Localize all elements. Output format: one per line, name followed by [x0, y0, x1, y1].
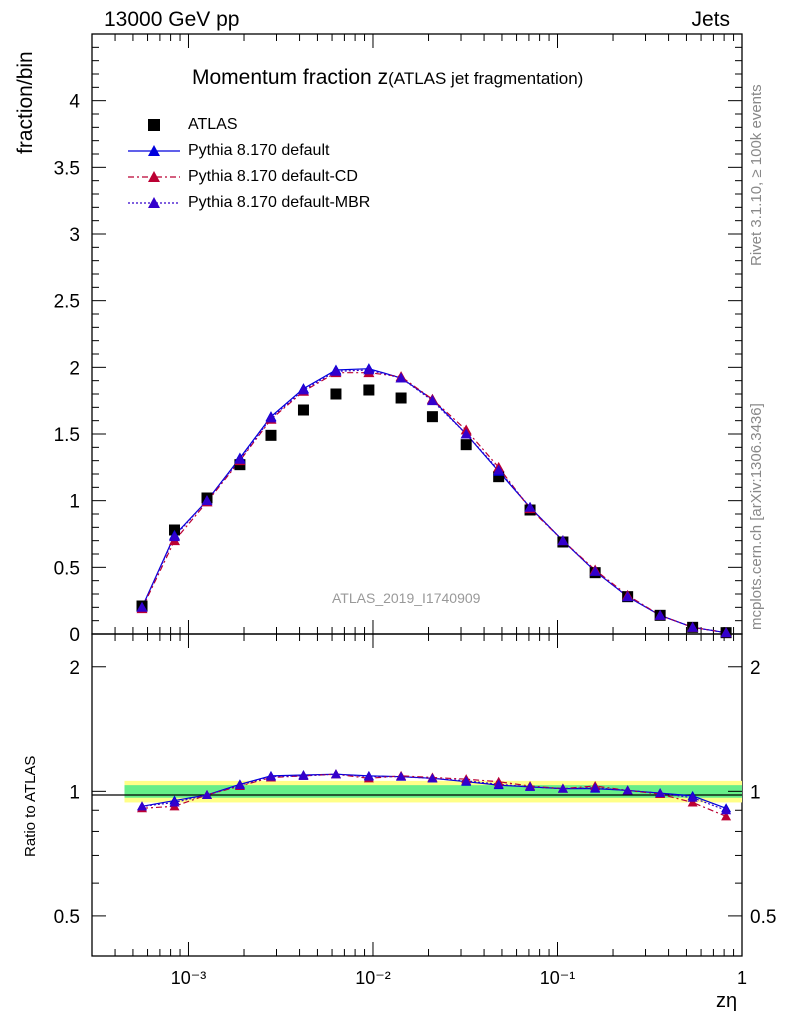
ratio-marker-mbr: [721, 805, 732, 815]
ratio-marker-mbr: [363, 771, 374, 781]
legend-swatch: [128, 171, 180, 182]
marker-mbr: [493, 464, 505, 475]
series-markers: [136, 363, 732, 821]
marker-mbr: [460, 428, 472, 439]
ratio-marker-mbr: [590, 782, 601, 792]
ratio-marker-mbr: [427, 773, 438, 783]
atlas-data-point: [460, 439, 472, 451]
legend-entry: Pythia 8.170 default-CD: [128, 164, 370, 190]
y-tick-label: 2: [69, 358, 80, 379]
ratio-marker-mbr: [525, 781, 536, 791]
ratio-tick-label-right: 2: [750, 658, 761, 679]
ratio-marker-cd: [721, 811, 732, 821]
y-tick-label: 4: [69, 92, 80, 113]
x-tick-label: 10⁻¹: [540, 968, 576, 988]
legend-swatch: [128, 197, 180, 208]
x-tick-label: 1: [737, 968, 747, 988]
legend-square-marker: [148, 119, 160, 131]
marker-mbr: [654, 609, 666, 620]
legend-entry: Pythia 8.170 default-MBR: [128, 190, 370, 216]
marker-mbr: [687, 621, 699, 632]
ratio-tick-label-left: 1: [69, 782, 80, 803]
ratio-marker-mbr: [687, 792, 698, 802]
legend-triangle-marker: [148, 171, 160, 182]
y-tick-label: 2.5: [54, 292, 80, 313]
atlas-data-point: [395, 392, 407, 404]
rivet-version-label: Rivet 3.1.10, ≥ 100k events: [748, 84, 765, 266]
axis-tick-labels: 10⁻³ 10⁻² 10⁻¹ 1 0 0.5 1 1.5 2 2.5 3 3.5 4 0.5 0.5 1 1 2 2: [54, 92, 777, 988]
marker-mbr: [524, 501, 536, 512]
atlas-data-point: [330, 388, 342, 400]
atlas-data-point: [363, 384, 375, 396]
plot-title: Momentum fraction z(ATLAS jet fragmentat…: [192, 66, 583, 90]
ratio-tick-label-right: 0.5: [750, 907, 776, 928]
ratio-tick-label-right: 1: [750, 782, 761, 803]
legend-swatch: [128, 145, 180, 156]
legend: ATLAS Pythia 8.170 default Pythia 8.170 de…: [128, 112, 370, 216]
marker-mbr: [720, 627, 732, 638]
y-tick-label: 0.5: [54, 558, 80, 579]
y-tick-label: 3.5: [54, 158, 80, 179]
marker-mbr: [395, 372, 407, 383]
ratio-marker-mbr: [201, 789, 212, 799]
ratio-tick-label-left: 0.5: [54, 907, 80, 928]
axis-ticks: [91, 33, 743, 956]
marker-mbr: [426, 395, 438, 406]
marker-mbr: [622, 591, 634, 602]
marker-mbr: [363, 364, 375, 375]
y-tick-label: 3: [69, 225, 80, 246]
ratio-marker-mbr: [265, 771, 276, 781]
legend-triangle-marker: [148, 197, 160, 208]
atlas-data-point: [297, 404, 309, 416]
marker-mbr: [557, 535, 569, 546]
plot-title-sub: (ATLAS jet fragmentation): [388, 69, 584, 88]
marker-mbr: [330, 365, 342, 376]
marker-mbr: [234, 453, 246, 464]
legend-label: Pythia 8.170 default-CD: [188, 168, 358, 185]
ratio-marker-mbr: [169, 797, 180, 807]
ratio-y-axis-label: Ratio to ATLAS: [22, 755, 39, 857]
marker-mbr: [265, 412, 277, 423]
legend-triangle-marker: [148, 145, 160, 156]
marker-mbr: [169, 531, 181, 542]
atlas-data-point: [493, 471, 505, 483]
ratio-marker-mbr: [622, 785, 633, 795]
ratio-tick-label-left: 2: [69, 658, 80, 679]
ratio-marker-mbr: [298, 770, 309, 780]
plot-title-main: Momentum fraction z: [192, 66, 389, 89]
header-energy-label: 13000 GeV pp: [104, 8, 240, 31]
legend-label: Pythia 8.170 default: [188, 142, 330, 159]
y-tick-label: 1.5: [54, 425, 80, 446]
ratio-marker-mbr: [137, 801, 148, 811]
atlas-data-point: [265, 429, 277, 441]
ratio-marker-mbr: [234, 780, 245, 790]
ratio-marker-mbr: [461, 775, 472, 785]
x-tick-label: 10⁻³: [171, 968, 207, 988]
main-y-axis-label: fraction/bin: [14, 51, 37, 154]
header-process-label: Jets: [691, 8, 730, 31]
ratio-marker-mbr: [655, 788, 666, 798]
y-tick-label: 1: [69, 492, 80, 513]
ratio-marker-mbr: [396, 771, 407, 781]
ratio-marker-mbr: [557, 783, 568, 793]
legend-swatch: [148, 119, 160, 131]
y-tick-label: 0: [69, 625, 80, 646]
marker-mbr: [136, 601, 148, 612]
ratio-marker-mbr: [493, 779, 504, 789]
legend-label: ATLAS: [188, 116, 238, 133]
mcplots-label: mcplots.cern.ch [arXiv:1306.3436]: [748, 403, 765, 630]
legend-entry: ATLAS: [128, 112, 370, 138]
atlas-data-point: [426, 411, 438, 423]
legend-label: Pythia 8.170 default-MBR: [188, 194, 371, 211]
marker-mbr: [201, 495, 213, 506]
x-tick-label: 10⁻²: [355, 968, 391, 988]
marker-mbr: [297, 384, 309, 395]
reference-analysis-label: ATLAS_2019_I1740909: [332, 590, 481, 606]
marker-mbr: [589, 565, 601, 576]
ratio-marker-mbr: [330, 769, 341, 779]
ratio-marker-cd: [687, 797, 698, 807]
x-axis-label: zη: [716, 990, 738, 1012]
legend-entry: Pythia 8.170 default: [128, 138, 370, 164]
